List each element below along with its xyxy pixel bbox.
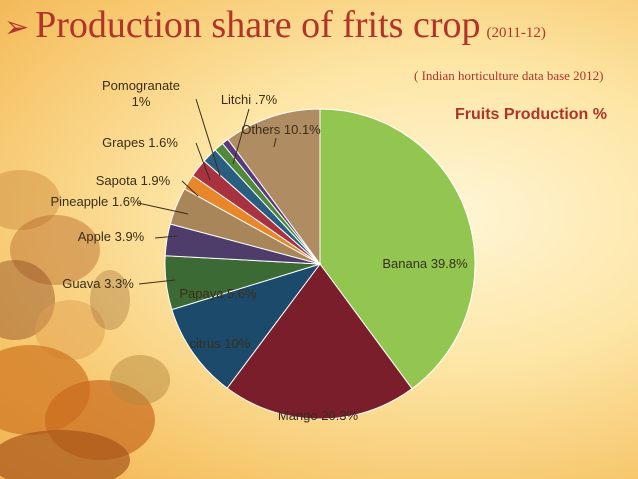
arrow-bullet-icon: ➢ [4, 11, 30, 44]
data-label-papaya: Papaya 5.6% [179, 286, 257, 301]
data-label-banana: Banana 39.8% [382, 256, 468, 271]
data-label-grapes: Grapes 1.6% [102, 135, 178, 150]
pie-slice-others [227, 108, 321, 266]
leader-line-apple [154, 235, 179, 239]
leader-line-sapota [181, 180, 199, 197]
source-note: ( Indian horticulture data base 2012) [414, 68, 604, 83]
data-label-guava: Guava 3.3% [62, 276, 134, 291]
leader-line-litchi [232, 108, 250, 165]
slide-title-year: (2011-12) [486, 25, 546, 41]
pie-slice-citrus [171, 263, 322, 389]
leader-line-others [273, 137, 277, 148]
leader-line-grapes [195, 142, 211, 181]
data-label-litchi: Litchi .7% [221, 92, 278, 107]
data-label-pineapple: Pineapple 1.6% [50, 194, 142, 209]
slide-title: ➢ Production share of frits crop (2011-12) [4, 0, 546, 58]
leader-line-pomogranate [195, 98, 221, 177]
pie-slice-banana [319, 108, 476, 390]
data-label-apple: Apple 3.9% [78, 229, 145, 244]
data-label-sapota: Sapota 1.9% [96, 173, 171, 188]
data-label-citrus: citrus 10% [190, 336, 251, 351]
leader-line-guava [138, 279, 176, 285]
chart-title: Fruits Production % [455, 106, 607, 123]
data-label-pomogranate: Pomogranate 1% [102, 78, 180, 109]
leader-line-pineapple [137, 202, 189, 215]
data-label-others: Others 10.1% [241, 122, 321, 137]
pie-slice-mango [226, 263, 413, 420]
data-label-mango: Mango 20.3% [278, 408, 359, 423]
slide-title-text: Production share of frits crop [35, 4, 481, 46]
